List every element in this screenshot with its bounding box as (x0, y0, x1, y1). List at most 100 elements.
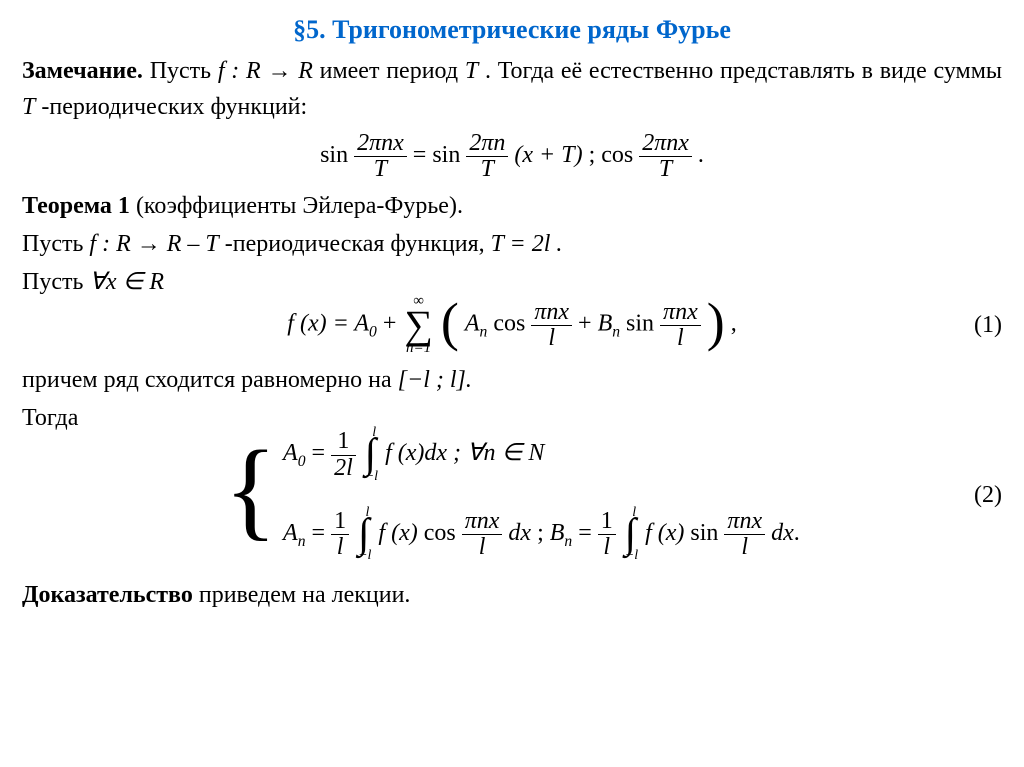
num: πnx (531, 300, 572, 326)
lhs: f (x) = A (287, 311, 369, 337)
num: 2πnx (354, 131, 407, 157)
den: l (531, 326, 572, 351)
dx: dx (771, 520, 794, 546)
den: l (724, 535, 765, 560)
integral-icon: l∫−l (623, 506, 638, 563)
num: 2πnx (639, 131, 692, 157)
remark-paragraph: Замечание. Пусть f : R → R имеет период … (22, 53, 1002, 125)
cos: cos (424, 520, 456, 546)
plus: + (383, 311, 403, 337)
num: πnx (724, 509, 765, 535)
sub: n (480, 324, 488, 341)
text: -периодическая функция, (225, 231, 491, 257)
math-f-map: f : R → R (218, 58, 313, 84)
eq: = (413, 142, 433, 168)
text: Пусть (150, 58, 218, 84)
A: A (283, 520, 298, 546)
num: 1 (598, 509, 616, 535)
B: B (550, 520, 565, 546)
comma: , (731, 311, 737, 337)
math-T: T (22, 94, 35, 120)
theorem-label: Теорема 1 (22, 193, 130, 219)
An: A (465, 311, 480, 337)
sep: ; (589, 142, 602, 168)
theorem-paren: (коэффициенты Эйлера-Фурье). (136, 193, 463, 219)
num: 1 (331, 429, 356, 455)
den: T (466, 157, 508, 182)
theorem-line: Теорема 1 (коэффициенты Эйлера-Фурье). (22, 188, 1002, 224)
den: l (598, 535, 616, 560)
system-row-1: A0 = 12l l∫−l f (x)dx ; ∀n ∈ N (283, 426, 800, 483)
tail: ; ∀n ∈ N (453, 441, 544, 467)
brace-icon: { (224, 434, 277, 544)
den: l (331, 535, 349, 560)
sin: sin (690, 520, 718, 546)
lo: −l (363, 470, 378, 484)
text: Пусть (22, 269, 89, 295)
dx: dx (508, 520, 531, 546)
sep: ; (537, 520, 550, 546)
fx: f (x) (645, 520, 684, 546)
math-T2l: T = 2l . (491, 231, 563, 257)
section-title: §5. Тригонометрические ряды Фурье (22, 10, 1002, 49)
equation-series: f (x) = A0 + ∞ ∑ n=1 ( An cos πnxl + Bn … (22, 294, 1002, 356)
sin: sin (320, 142, 348, 168)
proof-label: Доказательство (22, 582, 193, 608)
num: 1 (331, 509, 349, 535)
lo: −l (623, 549, 638, 563)
integral-icon: l∫−l (356, 506, 371, 563)
Bn: B (598, 311, 613, 337)
dot: . (698, 142, 704, 168)
den: T (639, 157, 692, 182)
fx: f (x) (378, 520, 417, 546)
convergence-line: причем ряд сходится равномерно на [−l ; … (22, 362, 1002, 398)
den: l (660, 326, 701, 351)
den: T (354, 157, 407, 182)
eq: = (578, 520, 598, 546)
fx: f (x)dx (385, 441, 447, 467)
math-T: T (465, 58, 478, 84)
text: -периодических функций: (41, 94, 307, 120)
cos: cos (601, 142, 633, 168)
text: Пусть (22, 231, 89, 257)
text: . Тогда её естественно представлять в ви… (485, 58, 1002, 84)
sin: sin (432, 142, 460, 168)
remark-label: Замечание. (22, 58, 143, 84)
math-f-map: f : R → R (89, 231, 181, 257)
A: A (283, 441, 298, 467)
dash: – (187, 231, 205, 257)
equation-number-1: (1) (974, 307, 1002, 343)
num: πnx (462, 509, 503, 535)
equation-system: { A0 = 12l l∫−l f (x)dx ; ∀n ∈ N An = 1l… (22, 426, 1002, 563)
forall-x: ∀x ∈ R (89, 269, 164, 295)
plus: + (578, 311, 598, 337)
sum-bot: n=1 (404, 341, 433, 356)
equation-sin-cos: sin 2πnxT = sin 2πnT (x + T) ; cos 2πnxT… (22, 131, 1002, 182)
equation-number-2: (2) (974, 477, 1002, 513)
proof-line: Доказательство приведем на лекции. (22, 577, 1002, 613)
math-T: T (205, 231, 218, 257)
sub: n (564, 533, 572, 550)
text: причем ряд сходится равномерно на (22, 367, 398, 393)
eq: = (312, 520, 332, 546)
eq: = (312, 441, 332, 467)
sum-symbol: ∞ ∑ n=1 (404, 294, 433, 356)
sub: n (612, 324, 620, 341)
text: имеет период (320, 58, 465, 84)
integral-icon: l∫−l (363, 426, 378, 483)
num: 2πn (466, 131, 508, 157)
sub: n (298, 533, 306, 550)
sin: sin (626, 311, 654, 337)
paren: (x + T) (514, 142, 582, 168)
den: 2l (331, 456, 356, 481)
sub: 0 (298, 453, 306, 470)
cos: cos (493, 311, 525, 337)
num: πnx (660, 300, 701, 326)
sub: 0 (369, 324, 377, 341)
den: l (462, 535, 503, 560)
text: приведем на лекции. (199, 582, 411, 608)
system-row-2: An = 1l l∫−l f (x) cos πnxl dx ; Bn = 1l… (283, 506, 800, 563)
let-line-1: Пусть f : R → R – T -периодическая функц… (22, 226, 1002, 262)
interval: [−l ; l]. (398, 367, 472, 393)
lo: −l (356, 549, 371, 563)
